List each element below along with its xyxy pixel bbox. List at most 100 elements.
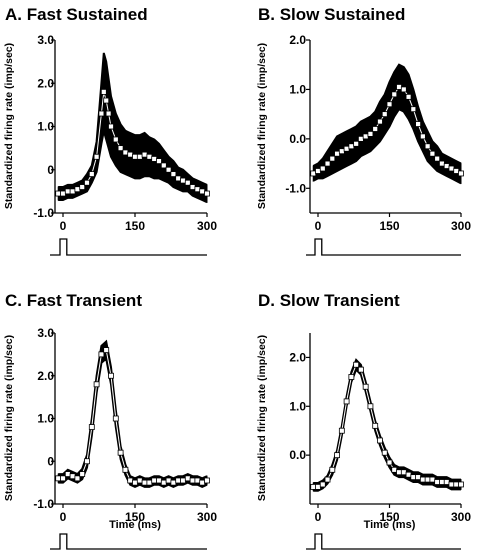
panel-c-data-point — [146, 479, 153, 486]
panel-d-xtick-label: 0 — [315, 510, 322, 524]
panel-c-data-point — [199, 479, 206, 486]
panel-c-xtick-label: 0 — [60, 510, 67, 524]
panel-c-data-point — [194, 477, 201, 484]
panel-b-data-point — [429, 150, 436, 157]
panel-a-ytick-label: 1.0 — [37, 120, 54, 134]
panel-c-data-point — [184, 475, 191, 482]
panel-d-data-point — [348, 374, 355, 380]
panel-b-data-point — [343, 145, 350, 152]
panel-c-data-point — [98, 351, 105, 358]
panel-b-data-point — [448, 165, 455, 172]
panel-b-data-point — [439, 160, 445, 167]
panel-c: C. Fast Transient -1.0 0 1.0 2.0 3.0 0 150 300 St… — [3, 291, 217, 550]
panel-d-data-point — [410, 474, 417, 481]
panel-a-data-point — [93, 153, 100, 160]
panel-c-data-point — [60, 475, 66, 482]
panel-b-data-point — [410, 106, 417, 113]
panel-b-ytick-label: -1.0 — [285, 181, 306, 195]
panel-b-xtick-label: 150 — [379, 219, 399, 233]
panel-d-data-point — [415, 474, 422, 481]
panel-b-data-point — [415, 121, 422, 127]
panel-d-data-point — [419, 476, 426, 483]
panel-b-lower-trace — [312, 107, 462, 185]
panel-d-data-point — [319, 481, 326, 488]
panel-a-data-point — [64, 188, 71, 195]
panel-a: A. Fast Sustained -1.0 0 1.0 2.0 3.0 0 150 300 St… — [3, 5, 217, 256]
panel-b-data-point — [348, 143, 355, 150]
panel-a-data-point — [108, 123, 114, 130]
panel-c-ytick-label: -1.0 — [33, 497, 54, 511]
panel-d-title: D. Slow Transient — [258, 291, 400, 310]
panel-d-data-point — [400, 469, 407, 476]
panel-d-data-point — [453, 481, 460, 488]
panel-d-data-point — [439, 479, 445, 485]
panel-d-xtick-label: 300 — [451, 510, 471, 524]
panel-b-data-point — [338, 148, 345, 155]
panel-b-y-label: Standardized firing rate (imp/sec) — [256, 43, 268, 209]
panel-d-data-point — [315, 483, 321, 490]
panel-c-data-point — [88, 424, 95, 430]
panel-a-ytick-label: -1.0 — [33, 206, 54, 220]
panel-c-data-point — [117, 449, 124, 456]
panel-c-mean-trace — [58, 349, 208, 484]
panel-a-data-point — [84, 179, 90, 186]
panel-a-xtick-label: 150 — [125, 219, 145, 233]
panel-b-stimulus-trace — [306, 238, 461, 256]
panel-a-data-point — [184, 179, 191, 186]
panel-a-data-point — [160, 162, 167, 169]
panel-d-data-point — [434, 479, 441, 485]
panel-d-data-point — [458, 481, 464, 488]
panel-d-ytick-label: 0.0 — [289, 448, 306, 462]
panel-c-response-band — [57, 340, 208, 488]
panel-b: B. Slow Sustained -1.0 0.0 1.0 2.0 0 150 300 Sta… — [256, 5, 471, 256]
panel-d-data-point — [424, 476, 431, 483]
panel-c-data-point — [55, 475, 62, 482]
panel-b-data-point — [396, 84, 402, 90]
panel-d-ytick-label: 1.0 — [289, 399, 306, 413]
panel-c-ytick-label: 3.0 — [37, 326, 54, 340]
panel-b-data-point — [357, 135, 364, 142]
panel-d-lower-trace — [313, 367, 461, 492]
panel-b-data-point — [424, 143, 431, 150]
panel-c-ytick-label: 0 — [47, 454, 54, 468]
panel-b-ytick-label: 0.0 — [289, 132, 306, 146]
panel-b-data-point — [391, 91, 398, 98]
panel-a-data-point — [112, 136, 119, 143]
panel-c-data-point — [165, 477, 172, 484]
panel-b-upper-trace — [312, 63, 462, 167]
panel-b-data-point — [377, 118, 383, 125]
panel-c-title: C. Fast Transient — [5, 291, 142, 310]
panel-c-data-point — [156, 477, 162, 484]
panel-a-title: A. Fast Sustained — [5, 5, 148, 24]
panel-a-data-point — [117, 145, 124, 152]
panel-a-data-point — [122, 149, 129, 156]
panel-c-ytick-label: 2.0 — [37, 369, 54, 383]
panel-b-data-point — [310, 170, 317, 177]
panel-d-data-point — [357, 366, 364, 373]
panel-d-data-point — [343, 398, 350, 405]
panel-c-data-point — [170, 479, 177, 486]
panel-d-data-point — [377, 437, 383, 444]
panel-c-x-label: Time (ms) — [109, 519, 161, 531]
panel-d-data-point — [324, 476, 331, 483]
panel-b-data-point — [434, 155, 441, 162]
panel-d-data-point — [362, 383, 369, 390]
panel-d-mean-trace — [313, 363, 461, 488]
panel-a-data-point — [170, 171, 177, 177]
panel-c-data-point — [151, 477, 158, 484]
panel-a-y-label: Standardized firing rate (imp/sec) — [3, 43, 15, 209]
panel-a-data-point — [79, 184, 86, 190]
panel-b-data-point — [419, 133, 426, 140]
panel-c-xtick-label: 150 — [125, 510, 145, 524]
panel-d-data-point — [353, 361, 360, 368]
panel-a-data-point — [55, 190, 62, 197]
panel-a-data-point — [189, 184, 196, 190]
panel-c-data-point — [189, 477, 196, 484]
panel-a-data-point — [127, 151, 134, 158]
panel-a-data-point — [69, 188, 76, 195]
panel-b-data-point — [386, 101, 393, 108]
panel-d: D. Slow Transient 0.0 1.0 2.0 0 150 300 Standar… — [256, 291, 471, 550]
panel-d-response-band — [312, 358, 462, 492]
panel-a-data-point — [74, 186, 81, 193]
